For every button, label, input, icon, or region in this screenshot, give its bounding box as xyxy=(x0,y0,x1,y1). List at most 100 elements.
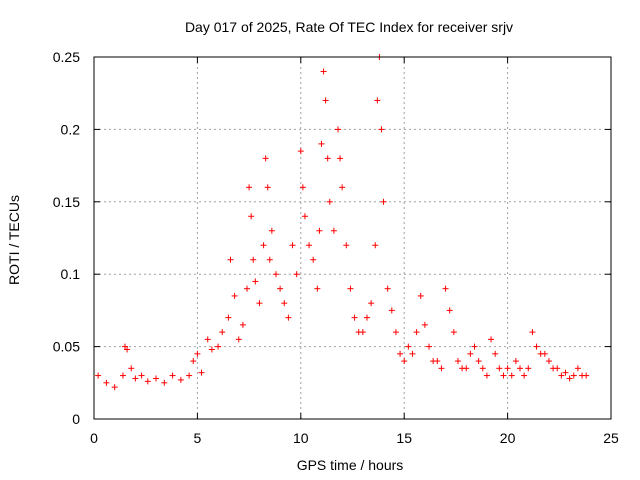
data-point xyxy=(194,350,201,357)
data-point xyxy=(335,126,342,133)
data-point xyxy=(438,365,445,372)
data-point xyxy=(244,285,251,292)
data-point xyxy=(248,213,255,220)
data-point xyxy=(417,292,424,299)
chart-title: Day 017 of 2025, Rate Of TEC Index for r… xyxy=(185,19,513,35)
data-point xyxy=(541,350,548,357)
data-point xyxy=(384,285,391,292)
data-point xyxy=(124,346,131,353)
data-point xyxy=(215,343,222,350)
data-point xyxy=(186,372,193,379)
data-point xyxy=(144,378,151,385)
data-point xyxy=(277,285,284,292)
data-point xyxy=(208,346,215,353)
data-point xyxy=(583,372,590,379)
data-point xyxy=(488,336,495,343)
y-tick-label: 0.15 xyxy=(53,194,80,210)
data-point xyxy=(231,292,238,299)
x-axis-label: GPS time / hours xyxy=(297,457,404,473)
data-point xyxy=(330,227,337,234)
data-point xyxy=(256,300,263,307)
data-point xyxy=(252,278,259,285)
data-point xyxy=(297,148,304,155)
data-point xyxy=(111,384,118,391)
x-tick-label: 10 xyxy=(293,430,309,446)
data-point xyxy=(262,155,269,162)
data-point xyxy=(219,329,226,336)
data-point xyxy=(463,365,470,372)
data-point xyxy=(479,365,486,372)
data-point xyxy=(322,97,329,104)
data-point xyxy=(169,372,176,379)
data-point xyxy=(533,343,540,350)
data-point xyxy=(512,358,519,365)
data-point xyxy=(119,372,126,379)
data-point xyxy=(426,343,433,350)
data-point xyxy=(421,321,428,328)
data-point xyxy=(351,314,358,321)
data-point xyxy=(301,213,308,220)
data-point xyxy=(314,285,321,292)
data-point xyxy=(475,358,482,365)
data-point xyxy=(264,184,271,191)
data-point xyxy=(521,372,528,379)
data-point xyxy=(574,365,581,372)
data-point xyxy=(405,343,412,350)
data-point xyxy=(138,372,145,379)
data-point xyxy=(508,372,515,379)
data-point xyxy=(368,300,375,307)
data-point xyxy=(316,227,323,234)
data-point xyxy=(374,97,381,104)
data-point xyxy=(103,379,110,386)
data-point xyxy=(442,285,449,292)
y-tick-label: 0.25 xyxy=(53,49,80,65)
data-point xyxy=(128,365,135,372)
data-point xyxy=(500,372,507,379)
data-point xyxy=(343,242,350,249)
data-point xyxy=(268,227,275,234)
y-tick-label: 0.05 xyxy=(53,339,80,355)
data-point xyxy=(409,350,416,357)
x-tick-label: 25 xyxy=(603,430,619,446)
data-point xyxy=(401,358,408,365)
data-point xyxy=(378,126,385,133)
data-point xyxy=(225,314,232,321)
data-point xyxy=(161,379,168,386)
data-point xyxy=(413,329,420,336)
data-point xyxy=(566,375,573,382)
x-tick-label: 15 xyxy=(396,430,412,446)
data-point xyxy=(454,358,461,365)
y-axis-label: ROTI / TECUs xyxy=(6,195,22,285)
data-point xyxy=(272,271,279,278)
data-point xyxy=(306,242,313,249)
data-point xyxy=(337,155,344,162)
axis-ticks xyxy=(93,56,612,420)
data-point xyxy=(266,256,273,263)
data-points xyxy=(95,54,590,391)
data-point xyxy=(153,375,160,382)
data-point xyxy=(239,321,246,328)
gridlines xyxy=(94,57,611,419)
data-point xyxy=(326,198,333,205)
data-point xyxy=(446,307,453,314)
data-point xyxy=(570,372,577,379)
data-point xyxy=(558,372,565,379)
data-point xyxy=(95,372,102,379)
data-point xyxy=(434,358,441,365)
y-tick-label: 0.1 xyxy=(61,266,81,282)
data-point xyxy=(235,336,242,343)
data-point xyxy=(529,329,536,336)
data-point xyxy=(562,369,569,376)
data-point xyxy=(132,375,139,382)
data-point xyxy=(517,365,524,372)
data-point xyxy=(545,358,552,365)
data-point xyxy=(177,376,184,383)
y-tick-label: 0 xyxy=(72,411,80,427)
data-point xyxy=(318,140,325,147)
data-point xyxy=(471,343,478,350)
data-point xyxy=(260,242,267,249)
plot-frame xyxy=(93,56,612,420)
data-point xyxy=(310,256,317,263)
data-point xyxy=(492,350,499,357)
